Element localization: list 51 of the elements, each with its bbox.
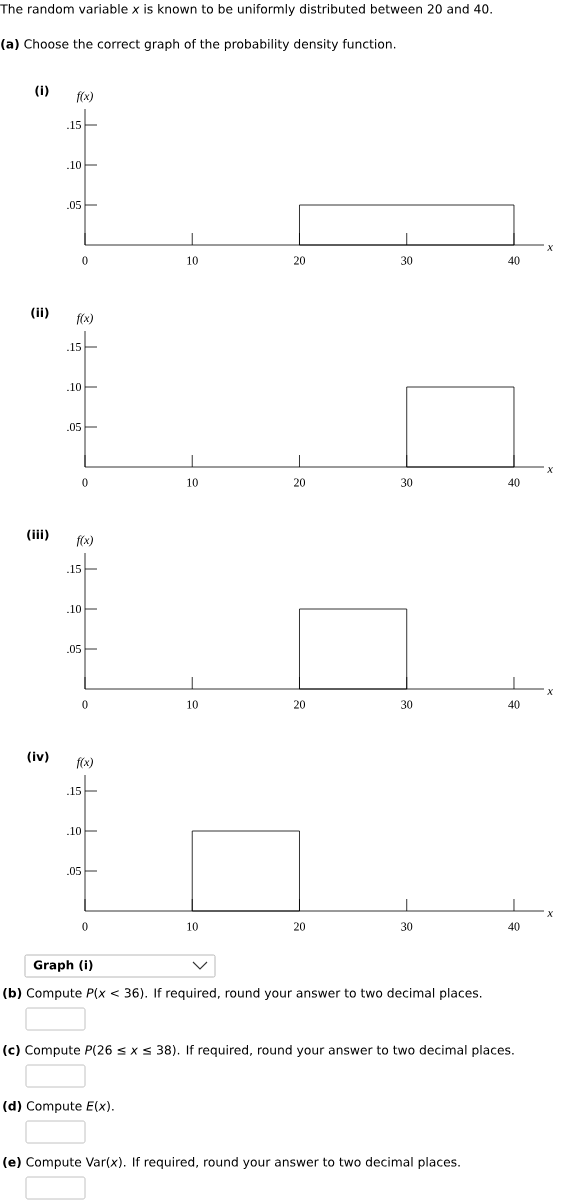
text: (e) Compute Var(x). If required, round your answer to two decimal places.	[3, 1157, 460, 1169]
chart-title: (iv)	[27, 751, 49, 763]
text: (b) Compute P(x < 36). If required, round your answer to two decimal places.	[3, 988, 482, 1000]
y-tick-label: .10	[67, 160, 81, 170]
x-tick-label: 30	[401, 922, 413, 931]
x-tick-label: 40	[508, 700, 520, 709]
chart-title: (i)	[35, 85, 49, 97]
x-tick-label: 10	[187, 922, 198, 931]
x-axis-title: x	[547, 911, 553, 917]
x-axis-title: x	[547, 689, 553, 695]
x-tick-label: 40	[508, 256, 520, 265]
y-tick-label: .15	[67, 120, 81, 130]
x-tick-label: 10	[187, 478, 198, 487]
y-tick-label: .15	[67, 564, 81, 574]
x-tick-label: 30	[401, 700, 413, 709]
chart-title: (iii)	[27, 529, 49, 541]
y-tick-label: .05	[67, 866, 81, 876]
x-tick-label: 30	[401, 256, 413, 265]
x-tick-label: 20	[294, 256, 306, 265]
x-tick-label: 0	[82, 256, 88, 265]
y-tick-label: .05	[67, 422, 81, 432]
x-tick-label: 20	[294, 700, 306, 709]
y-axis-title: f(x)	[76, 91, 93, 103]
text: (a) Choose the correct graph of the probability density function.	[1, 39, 396, 51]
y-tick-label: .05	[67, 644, 81, 654]
x-tick-label: 40	[508, 478, 520, 487]
x-tick-label: 0	[82, 700, 88, 709]
x-tick-label: 10	[187, 700, 198, 709]
x-tick-label: 30	[401, 478, 413, 487]
x-tick-label: 0	[82, 922, 88, 931]
x-tick-label: 20	[294, 922, 306, 931]
y-axis-title: f(x)	[76, 757, 93, 769]
y-tick-label: .05	[67, 200, 81, 210]
x-axis-title: x	[547, 467, 553, 473]
text: (d) Compute E(x).	[3, 1101, 114, 1113]
x-tick-label: 40	[508, 922, 520, 931]
text: The random variable x is known to be uniformly distributed between 20 and 40.	[0, 4, 492, 16]
x-tick-label: 20	[294, 478, 306, 487]
y-tick-label: .10	[67, 382, 81, 392]
y-tick-label: .10	[67, 604, 81, 614]
y-tick-label: .10	[67, 826, 81, 836]
text: Graph (i)	[33, 960, 93, 972]
x-tick-label: 0	[82, 478, 88, 487]
chart-title: (ii)	[31, 307, 49, 319]
y-tick-label: .15	[67, 342, 81, 352]
y-axis-title: f(x)	[76, 313, 93, 325]
x-axis-title: x	[547, 245, 553, 251]
x-tick-label: 10	[187, 256, 198, 265]
y-axis-title: f(x)	[76, 535, 93, 547]
text: (c) Compute P(26 ≤ x ≤ 38). If required, round your answer to two decimal places.	[3, 1045, 514, 1057]
y-tick-label: .15	[67, 786, 81, 796]
